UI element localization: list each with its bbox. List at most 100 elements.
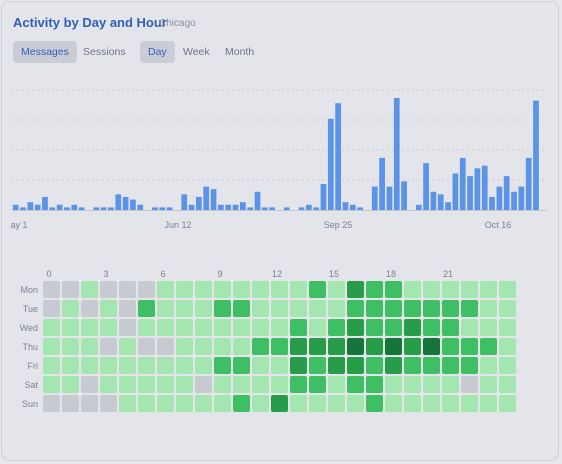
heatmap-cell bbox=[195, 357, 212, 374]
heatmap-cell bbox=[157, 395, 174, 412]
activity-bar bbox=[305, 204, 312, 210]
heatmap-cell bbox=[366, 338, 383, 355]
heatmap-cell bbox=[62, 376, 79, 393]
heatmap-cell bbox=[461, 281, 478, 298]
tab-week[interactable]: Week bbox=[183, 46, 210, 58]
hour-tick-label: 21 bbox=[443, 269, 453, 279]
activity-bar bbox=[225, 204, 232, 210]
heatmap-cell bbox=[138, 338, 155, 355]
tab-month[interactable]: Month bbox=[225, 46, 255, 58]
heatmap-cell bbox=[138, 300, 155, 317]
heatmap-cell bbox=[290, 281, 307, 298]
heatmap-cell bbox=[157, 357, 174, 374]
heatmap-cell bbox=[100, 376, 117, 393]
heatmap-cell bbox=[385, 281, 402, 298]
activity-bar bbox=[437, 194, 444, 210]
tab-messages[interactable]: Messages bbox=[13, 41, 77, 63]
heatmap-cell bbox=[252, 319, 269, 336]
heatmap-cell bbox=[100, 300, 117, 317]
tab-day[interactable]: Day bbox=[140, 41, 175, 63]
heatmap-cell bbox=[81, 357, 98, 374]
heatmap-cell bbox=[252, 357, 269, 374]
day-label: Mon bbox=[20, 285, 38, 295]
heatmap-cell bbox=[176, 376, 193, 393]
activity-bar bbox=[357, 207, 363, 210]
activity-bar bbox=[137, 204, 144, 210]
heatmap-cell bbox=[309, 319, 326, 336]
heatmap-cell bbox=[442, 376, 459, 393]
heatmap-cell bbox=[290, 395, 307, 412]
heatmap-cell bbox=[328, 338, 345, 355]
tab-sessions[interactable]: Sessions bbox=[83, 46, 126, 58]
activity-bar bbox=[320, 183, 327, 210]
heatmap-cell bbox=[62, 281, 79, 298]
hour-tick-label: 0 bbox=[46, 269, 51, 279]
activity-bar bbox=[371, 186, 378, 210]
heatmap-cell bbox=[423, 395, 440, 412]
heatmap-cell bbox=[81, 376, 98, 393]
heatmap-cell bbox=[233, 357, 250, 374]
activity-bar bbox=[445, 202, 451, 210]
heatmap-cell bbox=[252, 376, 269, 393]
heatmap-cell bbox=[81, 338, 98, 355]
activity-bar bbox=[415, 204, 422, 210]
activity-bar bbox=[56, 204, 63, 210]
heatmap-cell bbox=[271, 300, 288, 317]
activity-bar bbox=[261, 207, 268, 210]
hour-tick-label: 18 bbox=[386, 269, 396, 279]
heatmap-cell bbox=[461, 357, 478, 374]
heatmap-cell bbox=[233, 281, 250, 298]
activity-bar bbox=[159, 207, 166, 210]
heatmap-cell bbox=[347, 376, 364, 393]
heatmap-cell bbox=[214, 395, 231, 412]
activity-bar bbox=[423, 163, 429, 210]
heatmap-cell bbox=[347, 395, 364, 412]
heatmap-cell bbox=[347, 357, 364, 374]
heatmap-cell bbox=[233, 319, 250, 336]
heatmap-cell bbox=[442, 395, 459, 412]
heatmap-cell bbox=[62, 338, 79, 355]
heatmap-cell bbox=[43, 281, 60, 298]
day-label: Sat bbox=[24, 380, 38, 390]
activity-bar bbox=[247, 207, 254, 210]
heatmap-cell bbox=[480, 395, 497, 412]
heatmap-cell bbox=[195, 281, 212, 298]
activity-bar bbox=[93, 207, 100, 210]
activity-bar bbox=[533, 100, 539, 210]
heatmap-cell bbox=[214, 338, 231, 355]
heatmap-cell bbox=[404, 376, 421, 393]
heatmap-cell bbox=[442, 338, 459, 355]
heatmap-cell bbox=[328, 395, 345, 412]
activity-bar bbox=[152, 207, 158, 210]
heatmap-cell bbox=[309, 395, 326, 412]
day-label: Tue bbox=[23, 304, 38, 314]
activity-bar bbox=[218, 204, 224, 210]
heatmap-cell bbox=[309, 281, 326, 298]
activity-bar bbox=[511, 191, 517, 210]
heatmap-cell bbox=[309, 338, 326, 355]
heatmap-cell bbox=[62, 319, 79, 336]
heatmap-cell bbox=[100, 395, 117, 412]
activity-bar bbox=[525, 157, 532, 210]
heatmap-cell bbox=[252, 281, 269, 298]
heatmap-cell bbox=[499, 376, 516, 393]
activity-bar bbox=[71, 204, 78, 210]
activity-bar bbox=[49, 207, 56, 210]
heatmap-cell bbox=[214, 319, 231, 336]
heatmap-cell bbox=[43, 319, 60, 336]
heatmap-cell bbox=[271, 376, 288, 393]
heatmap-cell bbox=[423, 300, 440, 317]
heatmap-cell bbox=[62, 395, 79, 412]
hour-tick-label: 6 bbox=[160, 269, 165, 279]
activity-bar bbox=[489, 196, 495, 210]
heatmap-cell bbox=[290, 300, 307, 317]
activity-bar bbox=[42, 196, 48, 210]
heatmap-cell bbox=[176, 395, 193, 412]
x-tick-label: ay 1 bbox=[10, 220, 27, 230]
heatmap-cell bbox=[81, 281, 98, 298]
activity-bar bbox=[78, 207, 85, 210]
activity-bar bbox=[122, 196, 129, 210]
heatmap-cell bbox=[309, 300, 326, 317]
heatmap-cell bbox=[480, 376, 497, 393]
heatmap-cell bbox=[119, 357, 136, 374]
